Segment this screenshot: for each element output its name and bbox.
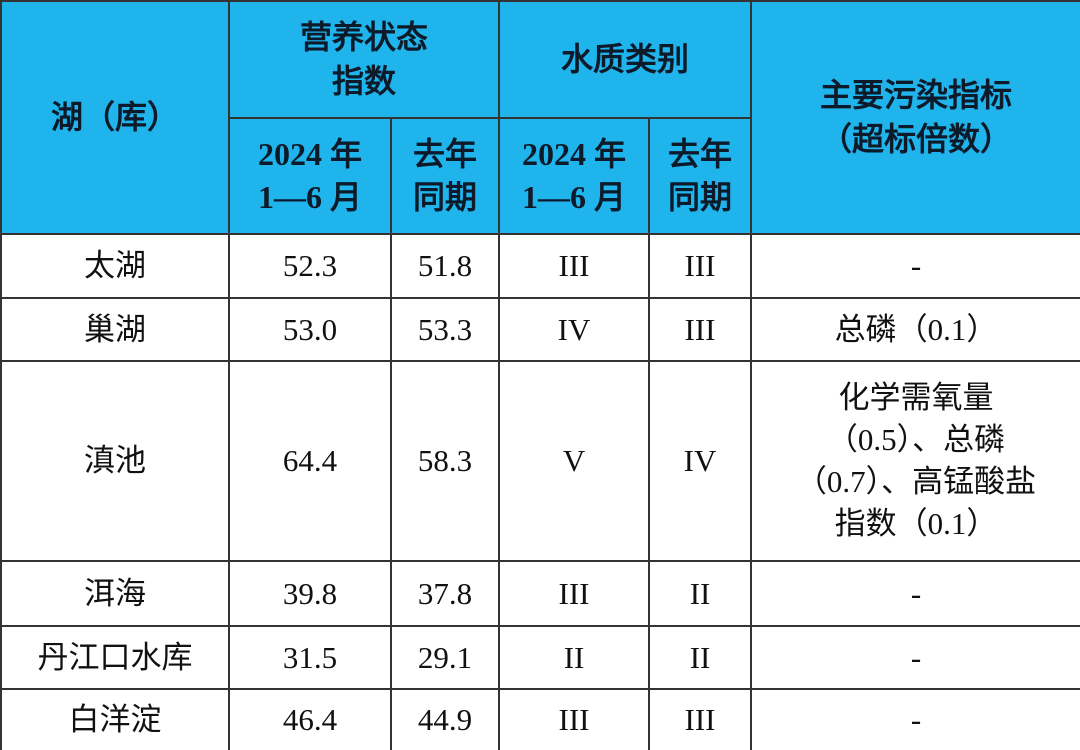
header-cell: 去年 同期 <box>648 117 753 235</box>
lake-name: 巢湖 <box>0 297 230 362</box>
table-row: 太湖 52.3 51.8 III III - <box>0 233 1080 299</box>
value-cell: 31.5 <box>228 625 392 690</box>
value-cell: III <box>648 688 753 750</box>
value-cell: 51.8 <box>389 233 501 299</box>
table-body: 太湖 52.3 51.8 III III - 巢湖 53.0 53.3 IV III 总磷（0.1）滇… <box>0 233 1080 750</box>
value-cell: 58.3 <box>389 360 501 562</box>
value-cell: III <box>498 233 651 299</box>
pollutant-cell: - <box>750 625 1080 690</box>
lake-name: 滇池 <box>0 360 230 562</box>
header-cell: 2024 年 1—6 月 <box>498 117 651 235</box>
pollutant-cell: 化学需氧量 （0.5）、总磷 （0.7）、高锰酸盐 指数（0.1） <box>750 360 1080 562</box>
value-cell: III <box>498 560 651 627</box>
table-row: 巢湖 53.0 53.3 IV III 总磷（0.1） <box>0 297 1080 362</box>
value-cell: III <box>498 688 651 750</box>
value-cell: 64.4 <box>228 360 392 562</box>
value-cell: IV <box>498 297 651 362</box>
lake-name: 太湖 <box>0 233 230 299</box>
value-cell: II <box>648 625 753 690</box>
lake-name: 白洋淀 <box>0 688 230 750</box>
value-cell: 46.4 <box>228 688 392 750</box>
lake-name: 洱海 <box>0 560 230 627</box>
header-cell: 2024 年 1—6 月 <box>228 117 392 235</box>
value-cell: 39.8 <box>228 560 392 627</box>
value-cell: 53.3 <box>389 297 501 362</box>
table-row: 滇池 64.4 58.3 V IV 化学需氧量 （0.5）、总磷 （0.7）、高锰酸盐 指… <box>0 360 1080 562</box>
header-cell: 湖（库） <box>0 0 230 235</box>
value-cell: 53.0 <box>228 297 392 362</box>
value-cell: 44.9 <box>389 688 501 750</box>
value-cell: II <box>648 560 753 627</box>
table-row: 洱海 39.8 37.8 III II - <box>0 560 1080 627</box>
value-cell: 29.1 <box>389 625 501 690</box>
table-row: 丹江口水库 31.5 29.1 II II - <box>0 625 1080 690</box>
lake-name: 丹江口水库 <box>0 625 230 690</box>
pollutant-cell: - <box>750 560 1080 627</box>
pollutant-cell: 总磷（0.1） <box>750 297 1080 362</box>
pollutant-cell: - <box>750 688 1080 750</box>
value-cell: IV <box>648 360 753 562</box>
header-cell: 去年 同期 <box>389 117 501 235</box>
pollutant-cell: - <box>750 233 1080 299</box>
header-cell: 营养状态 指数 <box>227 0 501 119</box>
header-cell: 水质类别 <box>498 0 753 119</box>
header-row: 2024 年 1—6 月 去年 同期 2024 年 1—6 月 去年 同期 <box>1 117 1080 235</box>
value-cell: 52.3 <box>228 233 392 299</box>
value-cell: III <box>648 233 753 299</box>
table-row: 白洋淀 46.4 44.9 III III - <box>0 688 1080 750</box>
header-cell: 主要污染指标 （超标倍数） <box>750 0 1080 235</box>
value-cell: II <box>498 625 651 690</box>
value-cell: 37.8 <box>389 560 501 627</box>
header-row: 湖（库） 营养状态 指数 水质类别 主要污染指标 （超标倍数） <box>0 0 1080 235</box>
value-cell: III <box>648 297 753 362</box>
value-cell: V <box>498 360 651 562</box>
